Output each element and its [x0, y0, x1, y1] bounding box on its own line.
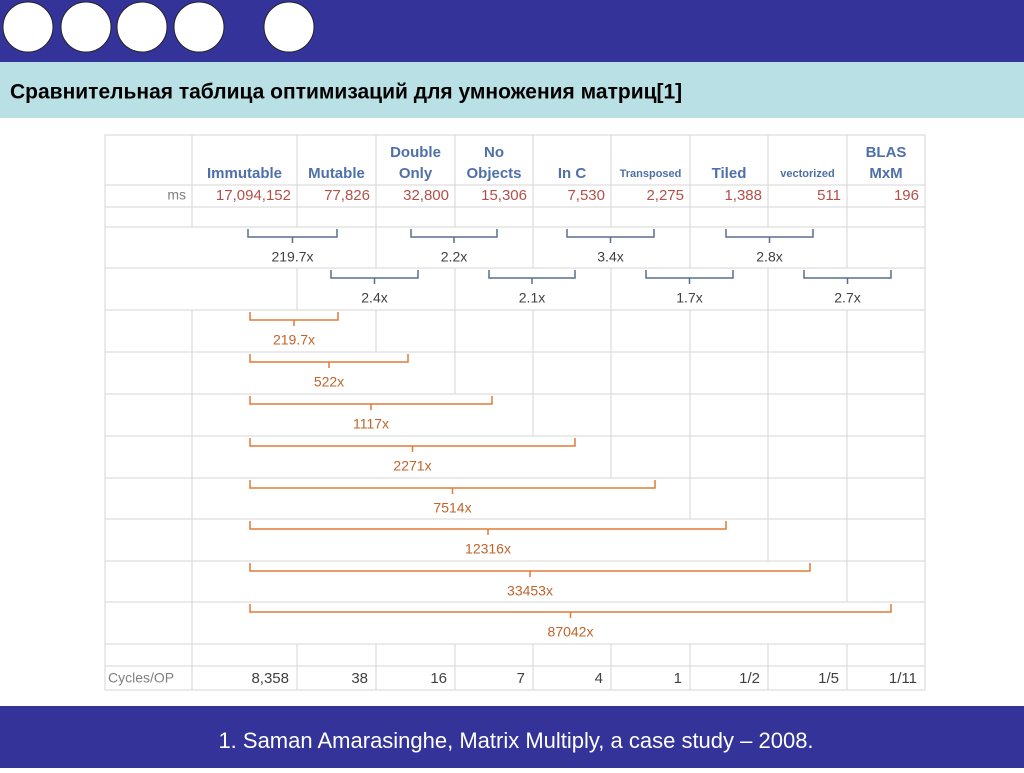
speedup-label: 219.7x — [271, 249, 313, 265]
ms-value: 77,826 — [324, 187, 370, 204]
column-header: Only — [399, 165, 433, 182]
table: Immutable Mutable Double Only No Objects In C T… — [104, 134, 926, 691]
bracket — [247, 229, 338, 243]
circle — [173, 1, 225, 53]
bracket — [803, 270, 892, 284]
bracket — [410, 229, 498, 243]
bracket — [249, 521, 727, 535]
speedup-label: 1117x — [353, 416, 389, 432]
footer: 1. Saman Amarasinghe, Matrix Multiply, a… — [218, 728, 813, 753]
ms-value: 32,800 — [403, 187, 449, 204]
bracket — [488, 270, 576, 284]
column-header: Transposed — [620, 168, 682, 180]
bracket — [725, 229, 814, 243]
title-bar — [0, 62, 1024, 118]
speedup-label: 33453x — [507, 583, 553, 599]
ms-value: 15,306 — [481, 187, 527, 204]
top-banner — [0, 0, 1024, 62]
ms-value: 7,530 — [567, 187, 605, 204]
bracket — [566, 229, 655, 243]
column-header: BLAS — [866, 144, 907, 161]
bracket — [330, 270, 419, 284]
circle — [2, 1, 54, 53]
cycles-value: 8,358 — [251, 670, 289, 687]
column-header: In C — [558, 165, 586, 182]
circle — [116, 1, 168, 53]
speedup-label: 2.1x — [519, 290, 545, 306]
circles — [2, 1, 315, 53]
cycles-value: 38 — [351, 670, 368, 687]
row-label: Cycles/OP — [108, 670, 174, 686]
column-header: Mutable — [308, 165, 365, 182]
bracket — [249, 604, 892, 618]
speedup-label: 1.7x — [676, 290, 702, 306]
speedup-label: 2271x — [393, 458, 431, 474]
cycles-value: 1 — [674, 670, 682, 687]
cycles-value: 4 — [595, 670, 603, 687]
column-header: Tiled — [712, 165, 747, 182]
column-header: Immutable — [207, 165, 282, 182]
ms-value: 2,275 — [646, 187, 684, 204]
bracket — [249, 563, 811, 577]
column-header: Double — [390, 144, 441, 161]
circle — [60, 1, 112, 53]
speedup-label: 7514x — [433, 500, 471, 516]
cycles-value: 1/5 — [818, 670, 839, 687]
ms-value: 17,094,152 — [216, 187, 291, 204]
column-header: vectorized — [780, 168, 834, 180]
column-header: No — [484, 144, 504, 161]
speedup-label: 2.4x — [361, 290, 387, 306]
footer-bar — [0, 706, 1024, 768]
row-label: ms — [167, 187, 186, 203]
speedup-label: 2.7x — [834, 290, 860, 306]
cycles-value: 1/11 — [889, 670, 917, 687]
column-header: MxM — [869, 165, 902, 182]
bracket — [249, 480, 656, 494]
bracket — [249, 438, 576, 452]
cycles-value: 1/2 — [739, 670, 760, 687]
speedup-label: 12316x — [465, 541, 511, 557]
cycles-value: 16 — [430, 670, 447, 687]
speedup-label: 522x — [314, 374, 344, 390]
speedup-label: 87042x — [548, 624, 594, 640]
speedup-label: 2.2x — [441, 249, 467, 265]
speedup-label: 2.8x — [756, 249, 782, 265]
cycles-value: 7 — [517, 670, 525, 687]
speedup-label: 219.7x — [273, 332, 315, 348]
ms-value: 196 — [894, 187, 919, 204]
bracket — [645, 270, 734, 284]
bracket — [249, 312, 339, 326]
title: Сравнительная таблица оптимизаций для ум… — [10, 81, 682, 104]
bracket — [249, 354, 409, 368]
circle — [263, 1, 315, 53]
ms-value: 1,388 — [724, 187, 762, 204]
ms-value: 511 — [817, 187, 841, 204]
speedup-label: 3.4x — [597, 249, 623, 265]
column-header: Objects — [466, 165, 521, 182]
bracket — [249, 396, 493, 410]
